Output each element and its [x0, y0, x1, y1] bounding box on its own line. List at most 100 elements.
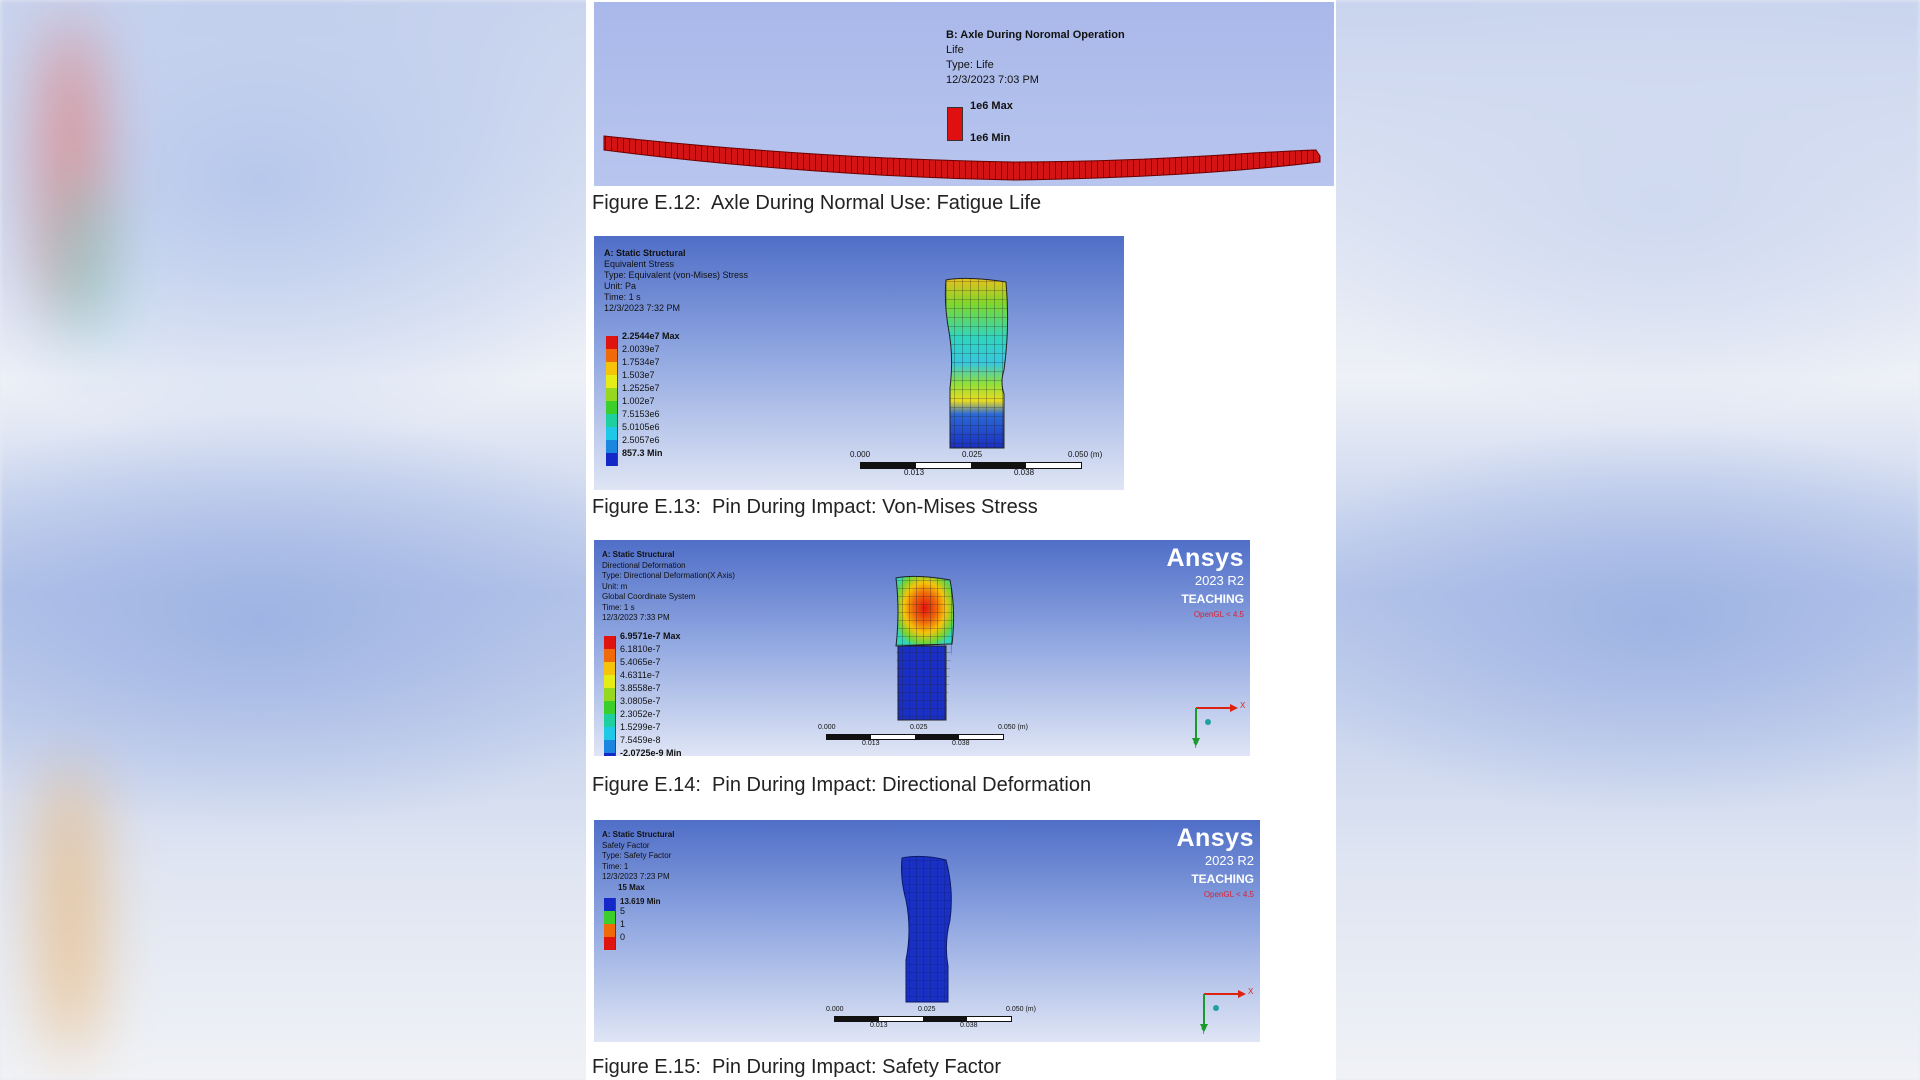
scale-tick: 0.000 — [850, 450, 871, 459]
legend-label: 6.9571e-7 Max — [620, 631, 681, 641]
legend-max-label: 1e6 Max — [970, 100, 1013, 112]
legend-label: -2.0725e-9 Min — [620, 748, 682, 756]
figure-caption: Figure E.13: Pin During Impact: Von-Mise… — [592, 496, 1038, 518]
result-line: 12/3/2023 7:33 PM — [602, 613, 670, 622]
scale-bar-graphic — [860, 462, 1082, 469]
ansys-watermark: Ansys 2023 R2 TEACHING OpenGL < 4.5 — [1166, 544, 1244, 619]
result-line: Time: 1 s — [604, 292, 641, 302]
result-line: Type: Safety Factor — [602, 851, 672, 860]
result-info: A: Static Structural Directional Deforma… — [602, 550, 735, 624]
legend-swatch — [604, 662, 616, 675]
legend-label: 857.3 Min — [622, 448, 663, 458]
scale-bar-graphic — [826, 734, 1004, 740]
scale-tick: 0.013 — [870, 1022, 888, 1029]
result-line: Directional Deformation — [602, 560, 686, 570]
legend-label: 1 — [620, 919, 626, 929]
legend-label: 5 — [620, 906, 626, 916]
legend-swatch — [604, 714, 616, 727]
legend-swatch — [604, 727, 616, 740]
figure-caption: Figure E.15: Pin During Impact: Safety F… — [592, 1056, 1002, 1078]
legend-swatch — [604, 701, 616, 714]
scale-tick: 0.013 — [904, 468, 925, 477]
ansys-release: 2023 R2 — [1204, 853, 1254, 868]
legend-label: 1.002e7 — [622, 396, 655, 406]
scale-bar-graphic — [834, 1016, 1012, 1022]
result-info: A: Static Structural Equivalent Stress T… — [604, 248, 748, 314]
ansys-teaching: TEACHING — [1181, 592, 1244, 606]
legend-swatch — [947, 107, 963, 141]
figure-caption: Figure E.14: Pin During Impact: Directio… — [592, 774, 1092, 796]
pin-model — [901, 855, 952, 1003]
document-page: B: Axle During Noromal Operation Life Ty… — [586, 0, 1336, 1080]
ansys-opengl-note: OpenGL < 4.5 — [1203, 890, 1254, 899]
legend-label: 3.0805e-7 — [620, 696, 661, 706]
result-title: A: Static Structural — [604, 248, 686, 258]
result-title: A: Static Structural — [602, 550, 675, 559]
result-line: Type: Equivalent (von-Mises) Stress — [604, 270, 749, 280]
legend-swatch — [604, 924, 616, 937]
result-line: Global Coordinate System — [602, 592, 696, 601]
legend-swatch — [606, 453, 618, 466]
legend-min-label: 13.619 Min — [620, 897, 661, 906]
result-line: 12/3/2023 7:23 PM — [602, 872, 670, 881]
legend-swatch — [606, 375, 618, 388]
legend-label: 4.6311e-7 — [620, 670, 660, 680]
coordinate-triad-icon: X Y — [1192, 701, 1246, 748]
ansys-logo: Ansys — [1166, 544, 1244, 572]
scale-tick: 0.038 — [960, 1022, 978, 1029]
scale-tick: 0.025 — [918, 1006, 936, 1013]
ansys-watermark: Ansys 2023 R2 TEACHING OpenGL < 4.5 — [1176, 824, 1254, 899]
legend-label: 3.8558e-7 — [620, 683, 661, 693]
scale-tick: 0.000 — [818, 724, 836, 731]
legend-label: 2.3052e-7 — [620, 709, 661, 719]
legend-swatch — [606, 362, 618, 375]
legend-label: 6.1810e-7 — [620, 644, 661, 654]
scale-tick: 0.025 — [910, 724, 928, 731]
coordinate-triad-icon: X Y — [1200, 987, 1254, 1034]
legend-swatch — [606, 414, 618, 427]
legend-swatch — [604, 675, 616, 688]
axis-y-label: Y — [1193, 741, 1199, 748]
legend-label: 5.4065e-7 — [620, 657, 661, 667]
result-line: Type: Directional Deformation(X Axis) — [602, 571, 735, 580]
axis-x-label: X — [1240, 701, 1246, 710]
figure-caption: Figure E.12: Axle During Normal Use: Fat… — [592, 192, 1042, 214]
legend-label: 1.5299e-7 — [620, 722, 661, 732]
legend-label: 7.5153e6 — [622, 409, 660, 419]
legend-label: 1.503e7 — [622, 370, 655, 380]
result-line: 12/3/2023 7:03 PM — [946, 74, 1039, 86]
result-title: B: Axle During Noromal Operation — [946, 29, 1125, 41]
ansys-logo: Ansys — [1176, 824, 1254, 852]
result-line: Unit: m — [602, 581, 628, 591]
scale-tick: 0.038 — [1014, 468, 1035, 477]
legend-swatch — [606, 401, 618, 414]
result-line: Equivalent Stress — [604, 259, 675, 269]
legend-swatch — [604, 688, 616, 701]
legend-label: 0 — [620, 932, 626, 942]
scale-tick: 0.050 (m) — [1006, 1006, 1036, 1013]
legend-max-label: 15 Max — [618, 882, 645, 892]
result-line: Type: Life — [946, 59, 994, 71]
legend-swatch — [606, 440, 618, 453]
legend-label: 1.2525e7 — [622, 383, 660, 393]
legend-swatch — [604, 898, 616, 911]
legend-label: 2.5057e6 — [622, 435, 660, 445]
result-info: A: Static Structural Safety Factor Type:… — [602, 830, 674, 893]
legend-swatch — [604, 937, 616, 950]
legend-swatch — [606, 336, 618, 349]
backdrop-blur-cyan — [60, 180, 110, 340]
result-info: B: Axle During Noromal Operation Life Ty… — [946, 28, 1125, 88]
ansys-opengl-note: OpenGL < 4.5 — [1193, 610, 1244, 619]
figure-pin-von-mises-stress: A: Static Structural Equivalent Stress T… — [594, 236, 1124, 490]
scale-tick: 0.038 — [952, 740, 970, 747]
scale-tick: 0.013 — [862, 740, 880, 747]
scale-tick: 0.000 — [826, 1006, 844, 1013]
ansys-teaching: TEACHING — [1191, 872, 1254, 886]
result-line: Time: 1 — [602, 861, 629, 871]
legend-swatch — [604, 753, 616, 756]
result-line: 12/3/2023 7:32 PM — [604, 303, 681, 313]
legend-swatch — [606, 349, 618, 362]
ansys-release: 2023 R2 — [1194, 573, 1244, 588]
axis-y-label: Y — [1201, 1027, 1207, 1034]
legend-label: 1.7534e7 — [622, 357, 660, 367]
